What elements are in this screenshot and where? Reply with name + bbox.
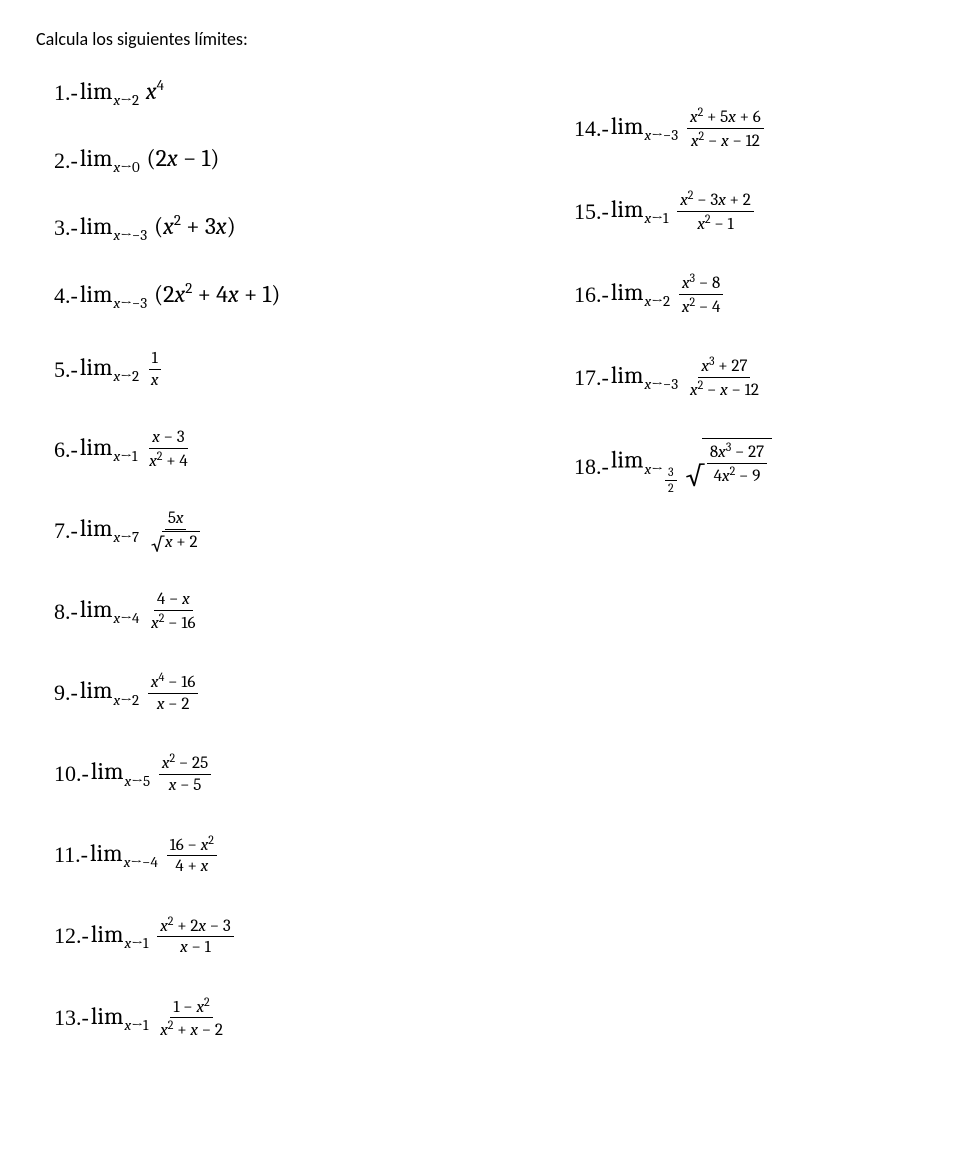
item-number: 4.- [54, 285, 78, 307]
lim-expression: limx→5 x2 − 25x − 5 [91, 752, 213, 795]
lim-expression: limx→1 x2 − 3x + 2x2 − 1 [611, 189, 756, 234]
limit-item: 9.-limx→2 x4 − 16x − 2 [54, 671, 556, 714]
item-number: 15.- [574, 201, 609, 223]
limit-item: 5.-limx→2 1x [54, 349, 556, 390]
limit-item: 16.-limx→2 x3 − 8x2 − 4 [574, 272, 919, 317]
lim-expression: limx→−3 x2 + 5x + 6x2 − x − 12 [611, 106, 766, 151]
item-number: 8.- [54, 601, 78, 623]
column-left: 1.-limx→2 x42.-limx→0 (2x − 1)3.-limx→−3… [36, 78, 556, 1079]
item-number: 14.- [574, 118, 609, 140]
lim-expression: limx→2 x4 [80, 78, 164, 108]
page: Calcula los siguientes límites: 1.-limx→… [0, 0, 955, 1171]
limit-item: 14.-limx→−3 x2 + 5x + 6x2 − x − 12 [574, 106, 919, 151]
limit-item: 7.-limx→7 5x√x + 2 [54, 509, 556, 552]
limit-item: 12.-limx→1 x2 + 2x − 3x − 1 [54, 915, 556, 958]
limit-item: 11.-limx→−4 16 − x24 + x [54, 834, 556, 877]
limit-item: 13.-limx→1 1 − x2x2 + x − 2 [54, 996, 556, 1041]
limit-item: 2.-limx→0 (2x − 1) [54, 146, 556, 175]
lim-expression: limx→1 x2 + 2x − 3x − 1 [91, 915, 236, 958]
lim-expression: limx→32 √8x3 − 274x2 − 9 [611, 438, 772, 495]
limit-item: 18.-limx→32 √8x3 − 274x2 − 9 [574, 438, 919, 495]
item-number: 9.- [54, 682, 78, 704]
lim-expression: limx→7 5x√x + 2 [80, 509, 206, 552]
lim-expression: limx→2 1x [80, 349, 164, 390]
limit-item: 15.-limx→1 x2 − 3x + 2x2 − 1 [574, 189, 919, 234]
item-number: 1.- [54, 82, 78, 104]
limit-item: 3.-limx→−3 (x2 + 3x) [54, 213, 556, 243]
item-number: 18.- [574, 456, 609, 478]
column-right: 14.-limx→−3 x2 + 5x + 6x2 − x − 1215.-li… [556, 78, 919, 1079]
item-number: 13.- [54, 1007, 89, 1029]
item-number: 7.- [54, 520, 78, 542]
columns: 1.-limx→2 x42.-limx→0 (2x − 1)3.-limx→−3… [36, 78, 919, 1079]
item-number: 12.- [54, 925, 89, 947]
lim-expression: limx→4 4 − xx2 − 16 [80, 590, 201, 633]
lim-expression: limx→2 x3 − 8x2 − 4 [611, 272, 726, 317]
item-number: 6.- [54, 439, 78, 461]
lim-expression: limx→1 x − 3x2 + 4 [80, 428, 193, 471]
lim-expression: limx→1 1 − x2x2 + x − 2 [91, 996, 228, 1041]
item-number: 10.- [54, 763, 89, 785]
lim-expression: limx→−3 (x2 + 3x) [80, 213, 236, 243]
lim-expression: limx→−3 x3 + 27x2 − x − 12 [611, 355, 764, 400]
limit-item: 6.-limx→1 x − 3x2 + 4 [54, 428, 556, 471]
limit-item: 1.-limx→2 x4 [54, 78, 556, 108]
lim-expression: limx→2 x4 − 16x − 2 [80, 671, 201, 714]
limit-item: 8.-limx→4 4 − xx2 − 16 [54, 590, 556, 633]
item-number: 16.- [574, 284, 609, 306]
limit-item: 10.-limx→5 x2 − 25x − 5 [54, 752, 556, 795]
item-number: 11.- [54, 844, 88, 866]
item-number: 5.- [54, 359, 78, 381]
item-number: 2.- [54, 150, 78, 172]
lim-expression: limx→−3 (2x2 + 4x + 1) [80, 281, 281, 311]
item-number: 17.- [574, 367, 609, 389]
limit-item: 4.-limx→−3 (2x2 + 4x + 1) [54, 281, 556, 311]
lim-expression: limx→0 (2x − 1) [80, 146, 220, 175]
page-title: Calcula los siguientes límites: [36, 28, 919, 50]
limit-item: 17.-limx→−3 x3 + 27x2 − x − 12 [574, 355, 919, 400]
item-number: 3.- [54, 217, 78, 239]
lim-expression: limx→−4 16 − x24 + x [90, 834, 219, 877]
